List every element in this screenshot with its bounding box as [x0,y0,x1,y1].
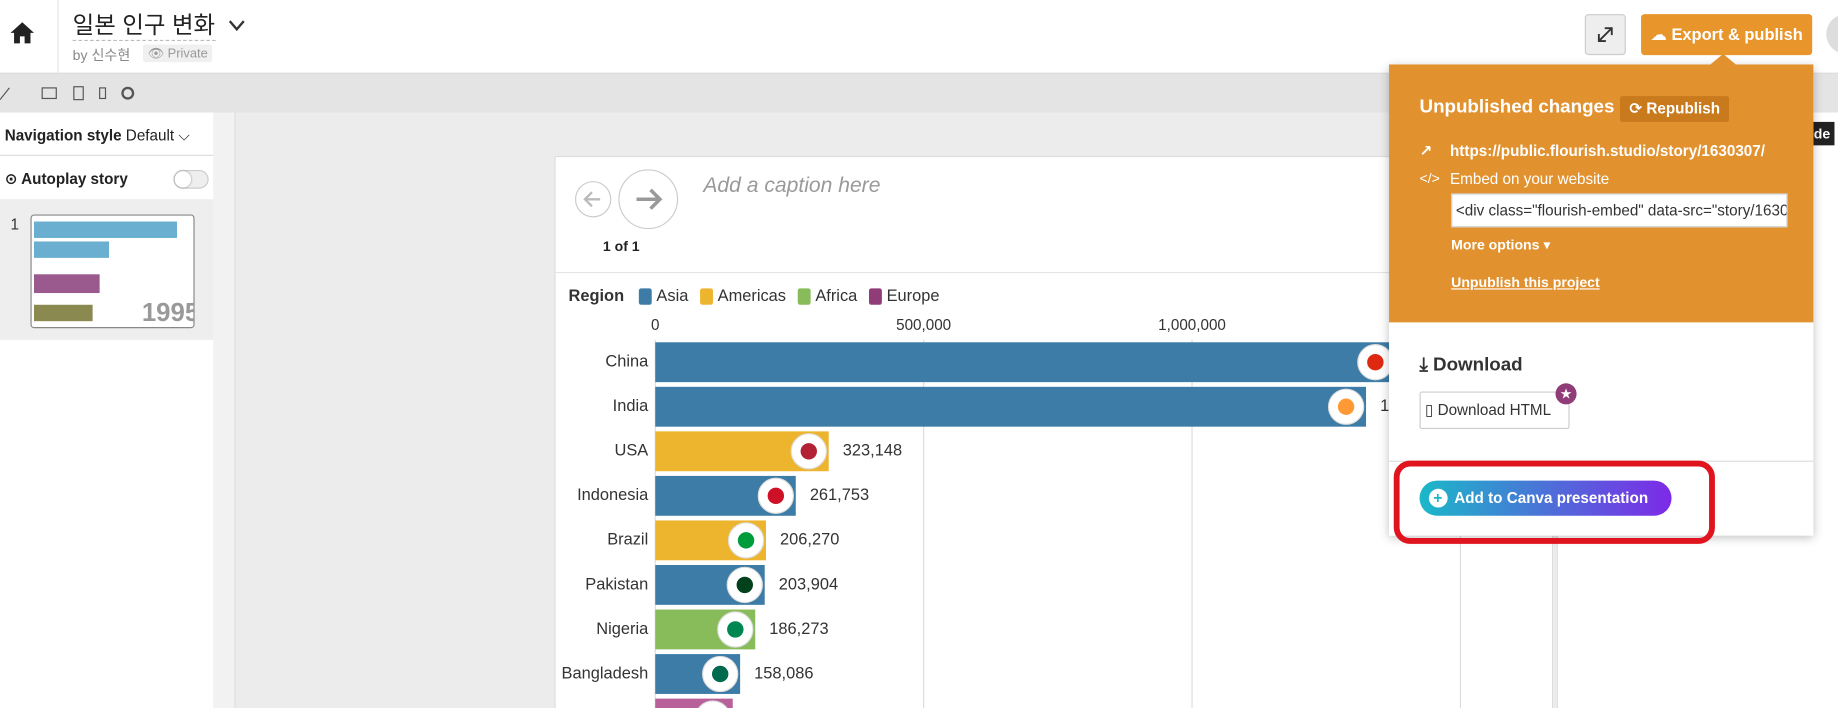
avatar[interactable] [1826,14,1838,54]
legend-swatch [638,288,652,305]
flag-emblem [1367,354,1384,371]
flag [698,700,728,708]
navigation-style[interactable]: Navigation style Default ⌵ [4,126,190,145]
page-indicator: 1 of 1 [603,238,640,254]
value-label: 158,086 [754,664,813,682]
highlight-box [1393,460,1715,544]
autoplay-label: ⊙ Autoplay story [4,169,128,188]
slide-number: 1 [10,215,20,234]
premium-badge: ★ [1555,383,1577,405]
canva-button[interactable]: + Add to Canva presentation [1419,480,1672,516]
canva-text: Add to Canva presentation [1454,488,1649,507]
value-label: 206,270 [780,531,839,549]
embed-code-input[interactable]: <div class="flourish-embed" data-src="st… [1451,193,1788,228]
download-title: ⤓ Download [1419,355,1523,376]
privacy-badge[interactable]: 👁 Private [143,44,213,63]
unpublish-link[interactable]: Unpublish this project [1451,274,1600,291]
slide-thumbnail[interactable]: 1995 [30,214,195,329]
flag-emblem [727,621,744,638]
flag-emblem [767,487,785,505]
fullscreen-button[interactable] [1584,14,1626,56]
title-chevron[interactable] [227,18,246,34]
nav-label: Navigation style [4,126,122,145]
flag-emblem [736,576,753,594]
x-tick-label: 500,000 [896,317,951,334]
embed-label: Embed on your website [1449,169,1610,188]
public-url[interactable]: https://public.flourish.studio/story/163… [1449,141,1765,160]
category-label: India [613,397,649,415]
category-label: USA [614,442,648,460]
caption-placeholder[interactable]: Add a caption here [703,173,881,197]
byline: by 신수현 [72,46,131,64]
republish-button[interactable]: ⟳ Republish [1619,96,1730,122]
category-label: China [605,353,649,371]
legend-label: Asia [656,287,689,305]
flag-emblem [800,443,817,460]
autoplay-text: Autoplay story [21,169,128,188]
bar [655,342,1396,383]
toolbar-icons[interactable] [0,74,152,113]
more-options-text: More options [1451,236,1540,254]
thumbnail-year: 1995 [141,297,195,328]
flag-emblem [1337,398,1355,415]
legend-swatch [868,288,882,305]
privacy-text: Private [167,46,208,61]
more-options[interactable]: More options ▾ [1451,236,1551,254]
download-html-button[interactable]: ▯ Download HTML [1419,391,1570,430]
legend-label: Americas [718,287,786,305]
nav-value: Default [125,126,175,145]
left-panel: Navigation style Default ⌵ ⊙ Autoplay st… [0,112,235,708]
download-html-text: Download HTML [1437,400,1552,419]
category-label: Brazil [607,531,648,549]
top-bar: 일본 인구 변화 by 신수현 👁 Private ☁ Export & pub… [0,0,1838,74]
legend-title: Region [569,287,625,305]
flag-emblem [737,532,755,549]
bar [655,386,1367,427]
legend-swatch [700,288,713,305]
value-label: 261,753 [810,486,869,504]
x-tick-label: 1,000,000 [1158,317,1226,334]
x-tick-label: 0 [651,317,659,334]
autoplay-toggle[interactable] [173,169,209,189]
category-label: Nigeria [596,620,649,638]
project-title[interactable]: 일본 인구 변화 [72,6,216,42]
home-icon[interactable] [9,21,35,44]
bar [655,698,733,708]
publish-popup: Unpublished changes ⟳ Republish ↗ https:… [1389,64,1814,544]
popup-title: Unpublished changes [1419,97,1615,118]
category-label: Bangladesh [562,664,649,682]
export-button[interactable]: ☁ Export & publish [1641,14,1813,56]
scrollbar [213,112,236,708]
value-label: 186,273 [769,620,828,638]
flag-emblem [711,665,729,683]
legend-swatch [797,288,811,305]
legend-label: Africa [815,287,858,305]
slide-list: 1 1995 [0,199,231,340]
publish-section: Unpublished changes ⟳ Republish ↗ https:… [1389,64,1814,323]
download-text: Download [1433,355,1523,376]
category-label: Pakistan [585,575,648,593]
category-label: Indonesia [577,486,649,504]
export-text: Export & publish [1671,24,1803,44]
legend-label: Europe [887,287,940,305]
value-label: 203,904 [779,575,838,593]
republish-text: Republish [1646,99,1721,118]
value-label: 323,148 [843,442,902,460]
